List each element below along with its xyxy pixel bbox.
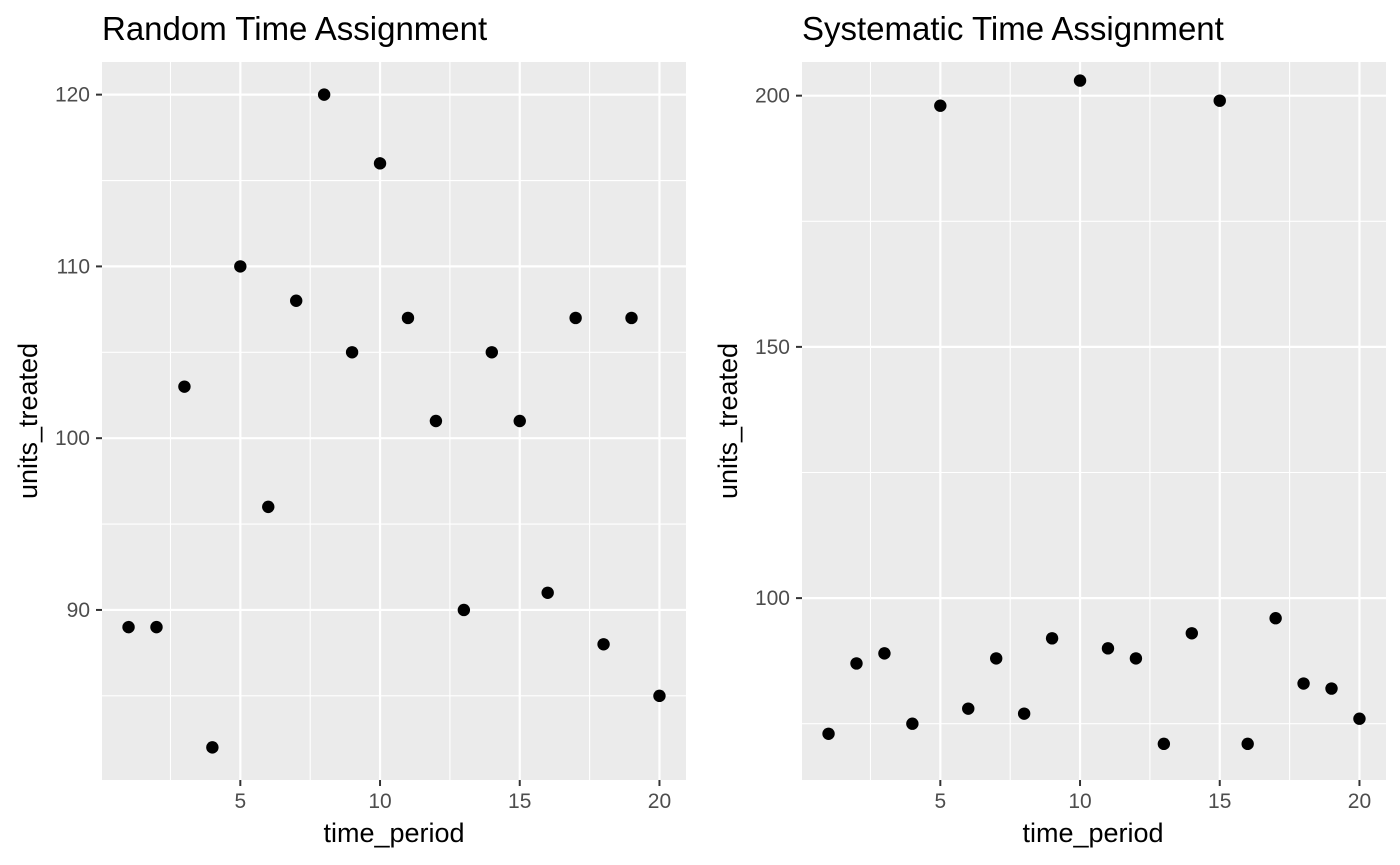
x-tick-label: 10 bbox=[1068, 790, 1091, 813]
x-tick-label: 5 bbox=[234, 790, 246, 813]
data-point bbox=[234, 260, 247, 273]
data-point bbox=[1297, 677, 1310, 690]
plot-panel bbox=[102, 62, 686, 780]
x-tick-label: 15 bbox=[1208, 790, 1231, 813]
chart-title: Random Time Assignment bbox=[102, 10, 487, 47]
x-axis-title: time_period bbox=[323, 818, 464, 848]
x-axis-title: time_period bbox=[1022, 818, 1163, 848]
y-tick-label: 100 bbox=[55, 427, 90, 450]
y-tick-label: 90 bbox=[67, 599, 90, 622]
data-point bbox=[1045, 632, 1059, 645]
data-point bbox=[569, 311, 582, 325]
data-point bbox=[822, 727, 835, 740]
data-point bbox=[513, 414, 526, 428]
x-tick-label: 10 bbox=[368, 790, 391, 813]
data-point bbox=[541, 586, 554, 599]
x-tick-label: 20 bbox=[1348, 790, 1371, 813]
grid-lines bbox=[802, 62, 1386, 780]
data-point bbox=[401, 311, 415, 325]
data-point bbox=[934, 99, 947, 112]
data-point bbox=[1353, 712, 1366, 725]
data-point bbox=[653, 689, 666, 703]
chart-systematic-time-assignment: Systematic Time Assignment 5 10 15 20 100 150… bbox=[713, 10, 1386, 848]
data-point bbox=[1241, 737, 1254, 751]
data-point bbox=[317, 88, 331, 101]
data-point bbox=[1185, 627, 1198, 640]
data-point bbox=[290, 294, 303, 307]
data-point bbox=[878, 647, 891, 660]
data-point bbox=[597, 638, 610, 651]
chart-title: Systematic Time Assignment bbox=[802, 10, 1224, 47]
data-point bbox=[262, 500, 275, 514]
data-points bbox=[822, 74, 1366, 751]
data-point bbox=[1073, 74, 1087, 87]
x-tick-label: 5 bbox=[934, 790, 946, 813]
data-point bbox=[1101, 642, 1115, 655]
data-point bbox=[1213, 94, 1226, 107]
data-point bbox=[178, 380, 191, 393]
data-point bbox=[345, 346, 359, 359]
x-tick-label: 20 bbox=[648, 790, 671, 813]
data-point bbox=[485, 346, 498, 359]
data-point bbox=[457, 603, 471, 617]
data-point bbox=[150, 620, 163, 634]
y-tick-label: 120 bbox=[55, 84, 90, 107]
data-point bbox=[906, 717, 919, 730]
data-point bbox=[373, 157, 387, 170]
y-tick-label: 100 bbox=[755, 587, 790, 610]
data-point bbox=[990, 652, 1003, 665]
axis-ticks: 5 10 15 20 100 150 200 bbox=[755, 85, 1371, 813]
y-tick-label: 150 bbox=[755, 336, 790, 359]
y-tick-label: 200 bbox=[755, 85, 790, 108]
data-point bbox=[625, 311, 638, 325]
x-tick-label: 15 bbox=[508, 790, 531, 813]
data-point bbox=[1017, 707, 1031, 720]
data-point bbox=[206, 741, 219, 754]
y-tick-label: 110 bbox=[57, 255, 90, 278]
chart-random-time-assignment: Random Time Assignment 5 10 15 20 90 100 110 12… bbox=[13, 10, 686, 848]
data-point bbox=[962, 702, 975, 715]
data-point bbox=[122, 620, 135, 634]
plot-panel bbox=[802, 62, 1386, 780]
data-point bbox=[1269, 612, 1282, 625]
data-point bbox=[1325, 682, 1338, 695]
data-point bbox=[1157, 737, 1171, 751]
y-axis-title: units_treated bbox=[13, 343, 43, 499]
data-points bbox=[122, 88, 666, 754]
y-axis-title: units_treated bbox=[713, 343, 743, 499]
data-point bbox=[429, 414, 443, 428]
data-point bbox=[1129, 652, 1143, 665]
axis-ticks: 5 10 15 20 90 100 110 120 bbox=[55, 84, 671, 813]
data-point bbox=[850, 657, 863, 670]
